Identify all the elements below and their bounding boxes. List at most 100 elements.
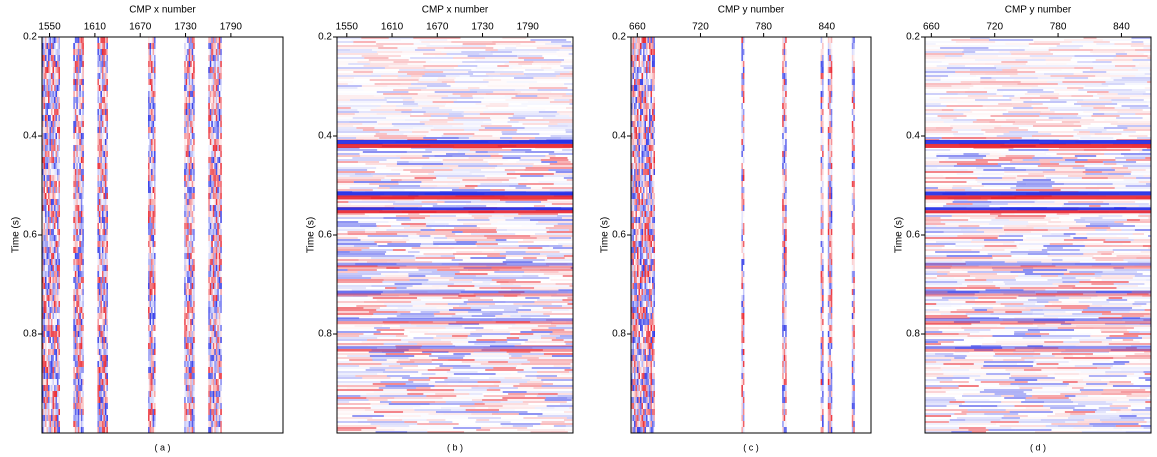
trace [103,115,105,121]
trace [50,61,52,67]
trace [187,199,189,205]
trace [210,187,212,193]
trace [220,37,222,43]
trace [184,313,186,319]
trace [219,307,221,313]
trace [59,175,61,181]
trace [51,289,53,295]
trace [76,397,78,403]
texture [517,55,542,57]
trace [208,379,210,385]
texture [453,253,500,255]
trace [48,145,50,151]
trace [44,181,46,187]
texture [377,299,421,301]
trace [216,325,218,331]
trace [79,169,81,175]
trace [75,355,77,361]
texture [456,251,482,253]
trace [59,97,61,103]
trace [75,373,77,379]
trace [56,283,58,289]
trace [59,169,61,175]
trace [105,139,107,145]
trace [54,211,56,217]
texture [421,375,452,377]
trace [192,223,194,229]
trace [48,139,50,145]
trace [190,427,192,433]
trace [208,415,210,421]
trace [150,277,152,283]
trace [44,319,46,325]
texture [365,409,415,411]
trace [82,265,84,271]
trace [219,55,221,61]
trace [213,235,215,241]
trace [193,55,195,61]
trace [210,313,212,319]
texture [363,307,379,309]
trace [82,211,84,217]
trace [53,115,55,121]
trace [50,115,52,121]
trace [214,193,216,199]
trace [54,109,56,115]
texture [421,41,451,43]
texture [356,137,379,139]
trace [54,97,56,103]
trace [192,373,194,379]
trace [103,259,105,265]
trace [99,229,101,235]
trace [154,391,156,397]
trace [186,307,188,313]
trace [99,145,101,151]
trace [73,121,75,127]
trace [76,241,78,247]
trace [78,277,80,283]
trace [53,373,55,379]
trace [210,391,212,397]
trace [210,73,212,79]
texture [373,359,387,361]
texture [425,123,464,125]
trace [73,127,75,133]
trace [219,49,221,55]
trace [150,43,152,49]
trace [106,301,108,307]
trace [82,55,84,61]
texture [337,251,350,253]
texture [371,407,413,409]
texture [431,129,464,131]
texture [408,273,455,275]
texture [396,155,422,157]
trace [76,223,78,229]
trace [208,223,210,229]
texture [492,41,535,43]
trace [54,217,56,223]
trace [189,49,191,55]
trace [154,151,156,157]
trace [76,313,78,319]
texture [448,117,490,119]
trace [48,331,50,337]
trace [213,67,215,73]
trace [103,391,105,397]
trace [53,217,55,223]
trace [44,421,46,427]
trace [193,253,195,259]
trace [100,79,102,85]
texture [503,405,547,407]
trace [210,397,212,403]
trace [184,301,186,307]
trace [81,373,83,379]
trace [102,409,104,415]
texture [380,395,427,397]
trace [148,259,150,265]
trace [193,337,195,343]
trace [154,181,156,187]
trace [99,415,101,421]
x-tick-label: 1610 [84,22,107,33]
trace [99,97,101,103]
trace [73,325,75,331]
